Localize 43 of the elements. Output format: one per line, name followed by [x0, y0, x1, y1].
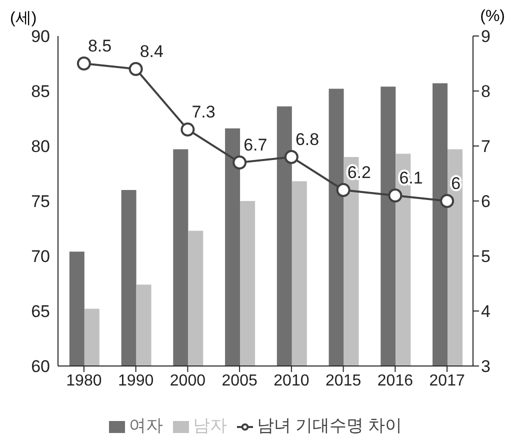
point [76, 56, 91, 70]
y-tick-label: 70 [31, 247, 50, 266]
y-axis-title: (세) [10, 9, 37, 29]
y2-tick-label: 7 [481, 137, 490, 156]
data-label: 7.3 [192, 102, 216, 122]
y-tick-label: 80 [31, 137, 50, 156]
data-label: 6.1 [399, 168, 423, 188]
x-tick-label: 2015 [326, 372, 362, 390]
point [284, 150, 298, 164]
y-tick-label: 75 [31, 192, 50, 212]
x-tick-label: 1980 [66, 372, 102, 390]
y-tick-label: 60 [31, 357, 50, 376]
x-tick-label: 2000 [170, 372, 206, 390]
y2-tick-label: 4 [481, 302, 490, 322]
y-tick-label: 90 [31, 27, 50, 46]
legend-label: 남자 [192, 416, 227, 435]
point [388, 188, 402, 202]
point [232, 156, 247, 170]
point [128, 62, 143, 76]
x-tick-label: 2010 [274, 372, 310, 390]
data-label: 6 [451, 174, 461, 193]
legend-label: 남녀 기대수명 차이 [256, 416, 402, 435]
x-tick-label: 2017 [429, 372, 465, 390]
x-tick-label: 1990 [118, 372, 154, 390]
legend-label: 여자 [128, 416, 163, 435]
y2-tick-label: 3 [481, 357, 490, 376]
point [336, 183, 350, 197]
data-label: 6.7 [244, 136, 268, 154]
x-tick-label: 2005 [222, 372, 258, 390]
y2-tick-label: 8 [481, 82, 490, 102]
y2-tick-label: 6 [481, 192, 490, 212]
y-tick-label: 65 [31, 302, 50, 322]
data-label: 8.5 [88, 36, 112, 56]
x-tick-label: 2016 [377, 372, 414, 390]
point [440, 194, 454, 208]
y2-tick-label: 5 [481, 247, 490, 266]
y2-tick-label: 9 [481, 27, 490, 46]
data-label: 8.4 [140, 42, 164, 61]
point [180, 122, 195, 136]
data-label: 6.2 [347, 163, 371, 182]
data-label: 6.8 [295, 130, 320, 149]
y-tick-label: 85 [31, 82, 50, 102]
y2-axis-title: (%) [480, 8, 505, 26]
